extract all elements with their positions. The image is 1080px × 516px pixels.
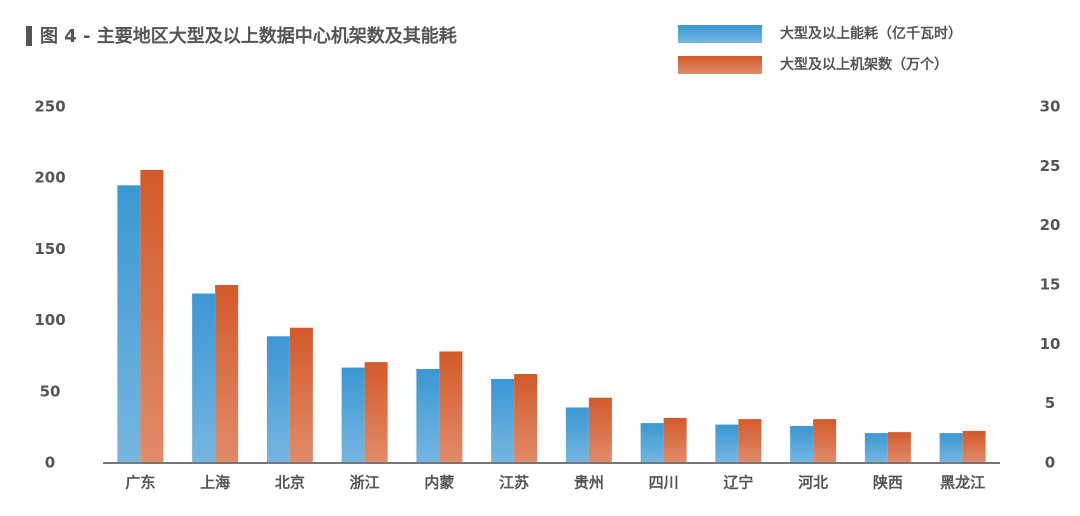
bar <box>289 327 313 463</box>
bar <box>192 293 216 463</box>
legend-swatch <box>678 25 762 43</box>
bar <box>491 378 515 463</box>
x-tick-label: 浙江 <box>350 474 380 492</box>
bar <box>887 432 911 463</box>
bar <box>439 351 463 463</box>
y2-tick-label: 10 <box>1040 335 1061 353</box>
chart-title: 图 4 - 主要地区大型及以上数据中心机架数及其能耗 <box>40 25 457 47</box>
legend-label: 大型及以上机架数（万个） <box>780 56 948 73</box>
x-tick-label: 贵州 <box>574 474 604 492</box>
y2-tick-label: 5 <box>1045 394 1055 412</box>
y2-tick-label: 30 <box>1040 98 1061 116</box>
x-tick-label: 四川 <box>649 474 679 492</box>
x-tick-label: 上海 <box>200 474 230 492</box>
bar <box>514 374 538 463</box>
bar <box>939 433 963 463</box>
bar <box>715 424 739 463</box>
bar <box>790 425 814 463</box>
bar <box>864 433 888 463</box>
bar <box>663 417 687 463</box>
x-tick-label: 陕西 <box>873 474 903 492</box>
x-tick-label: 广东 <box>125 474 155 492</box>
bar <box>266 336 290 463</box>
bar <box>588 397 612 463</box>
y-tick-label: 200 <box>34 169 65 187</box>
x-tick-label: 江苏 <box>499 474 529 492</box>
y2-tick-label: 20 <box>1040 216 1061 234</box>
bar <box>364 362 388 463</box>
title-marker <box>26 26 32 46</box>
y-tick-label: 50 <box>40 382 61 400</box>
legend-swatch <box>678 56 762 74</box>
y-tick-label: 150 <box>34 240 65 258</box>
x-tick-label: 河北 <box>798 474 828 492</box>
bar <box>416 369 440 463</box>
bar <box>813 419 837 463</box>
x-tick-label: 辽宁 <box>723 474 753 492</box>
bar <box>565 407 589 463</box>
bar <box>117 185 141 463</box>
bar <box>962 430 986 463</box>
x-tick-label: 黑龙江 <box>940 474 985 492</box>
legend-label: 大型及以上能耗（亿千瓦时） <box>780 25 962 42</box>
y-tick-label: 0 <box>45 454 55 472</box>
x-tick-label: 内蒙 <box>424 474 454 492</box>
y-tick-label: 100 <box>34 311 65 329</box>
bar <box>341 367 365 463</box>
y2-tick-label: 15 <box>1040 276 1061 294</box>
y-tick-label: 250 <box>34 98 65 116</box>
bar <box>738 419 762 463</box>
x-tick-label: 北京 <box>275 474 305 492</box>
bar <box>215 285 239 463</box>
bar <box>640 423 664 463</box>
y2-tick-label: 25 <box>1040 157 1061 175</box>
bar <box>140 169 164 464</box>
y2-tick-label: 0 <box>1045 454 1055 472</box>
